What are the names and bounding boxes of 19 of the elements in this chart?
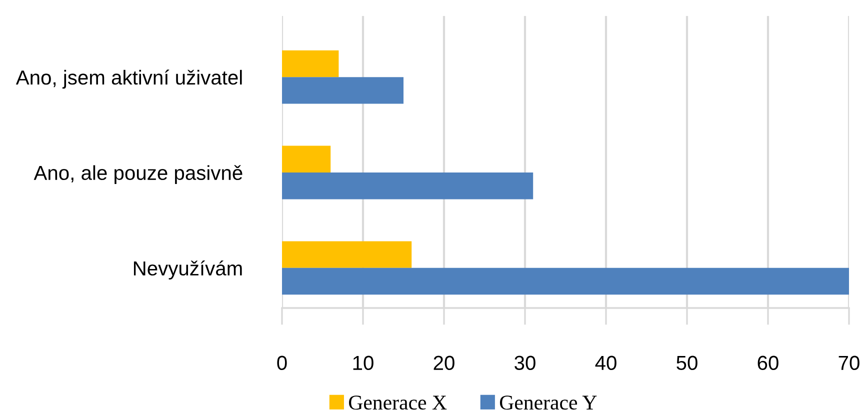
y-tick-label: Nevyužívám [134,260,242,280]
x-tick-label: 0 [277,356,287,370]
x-tick-label: 20 [434,356,454,370]
bar [282,146,331,172]
x-tick-label: 10 [353,356,374,370]
bar [282,268,849,295]
legend-label: Generace X [348,396,447,410]
bar [282,77,404,104]
x-tick-label: 40 [595,356,616,370]
bar [282,241,412,268]
x-tick-label: 50 [676,356,698,370]
x-tick-label: 70 [838,356,860,370]
y-tick-label: Ano, jsem aktivní uživatel [16,70,242,89]
y-tick-label: Ano, ale pouze pasivně [34,165,242,184]
x-tick-label: 60 [758,356,778,370]
x-tick-label: 30 [514,356,536,370]
legend-label: Generace Y [500,396,597,410]
bar [282,172,534,200]
bar [282,50,339,78]
